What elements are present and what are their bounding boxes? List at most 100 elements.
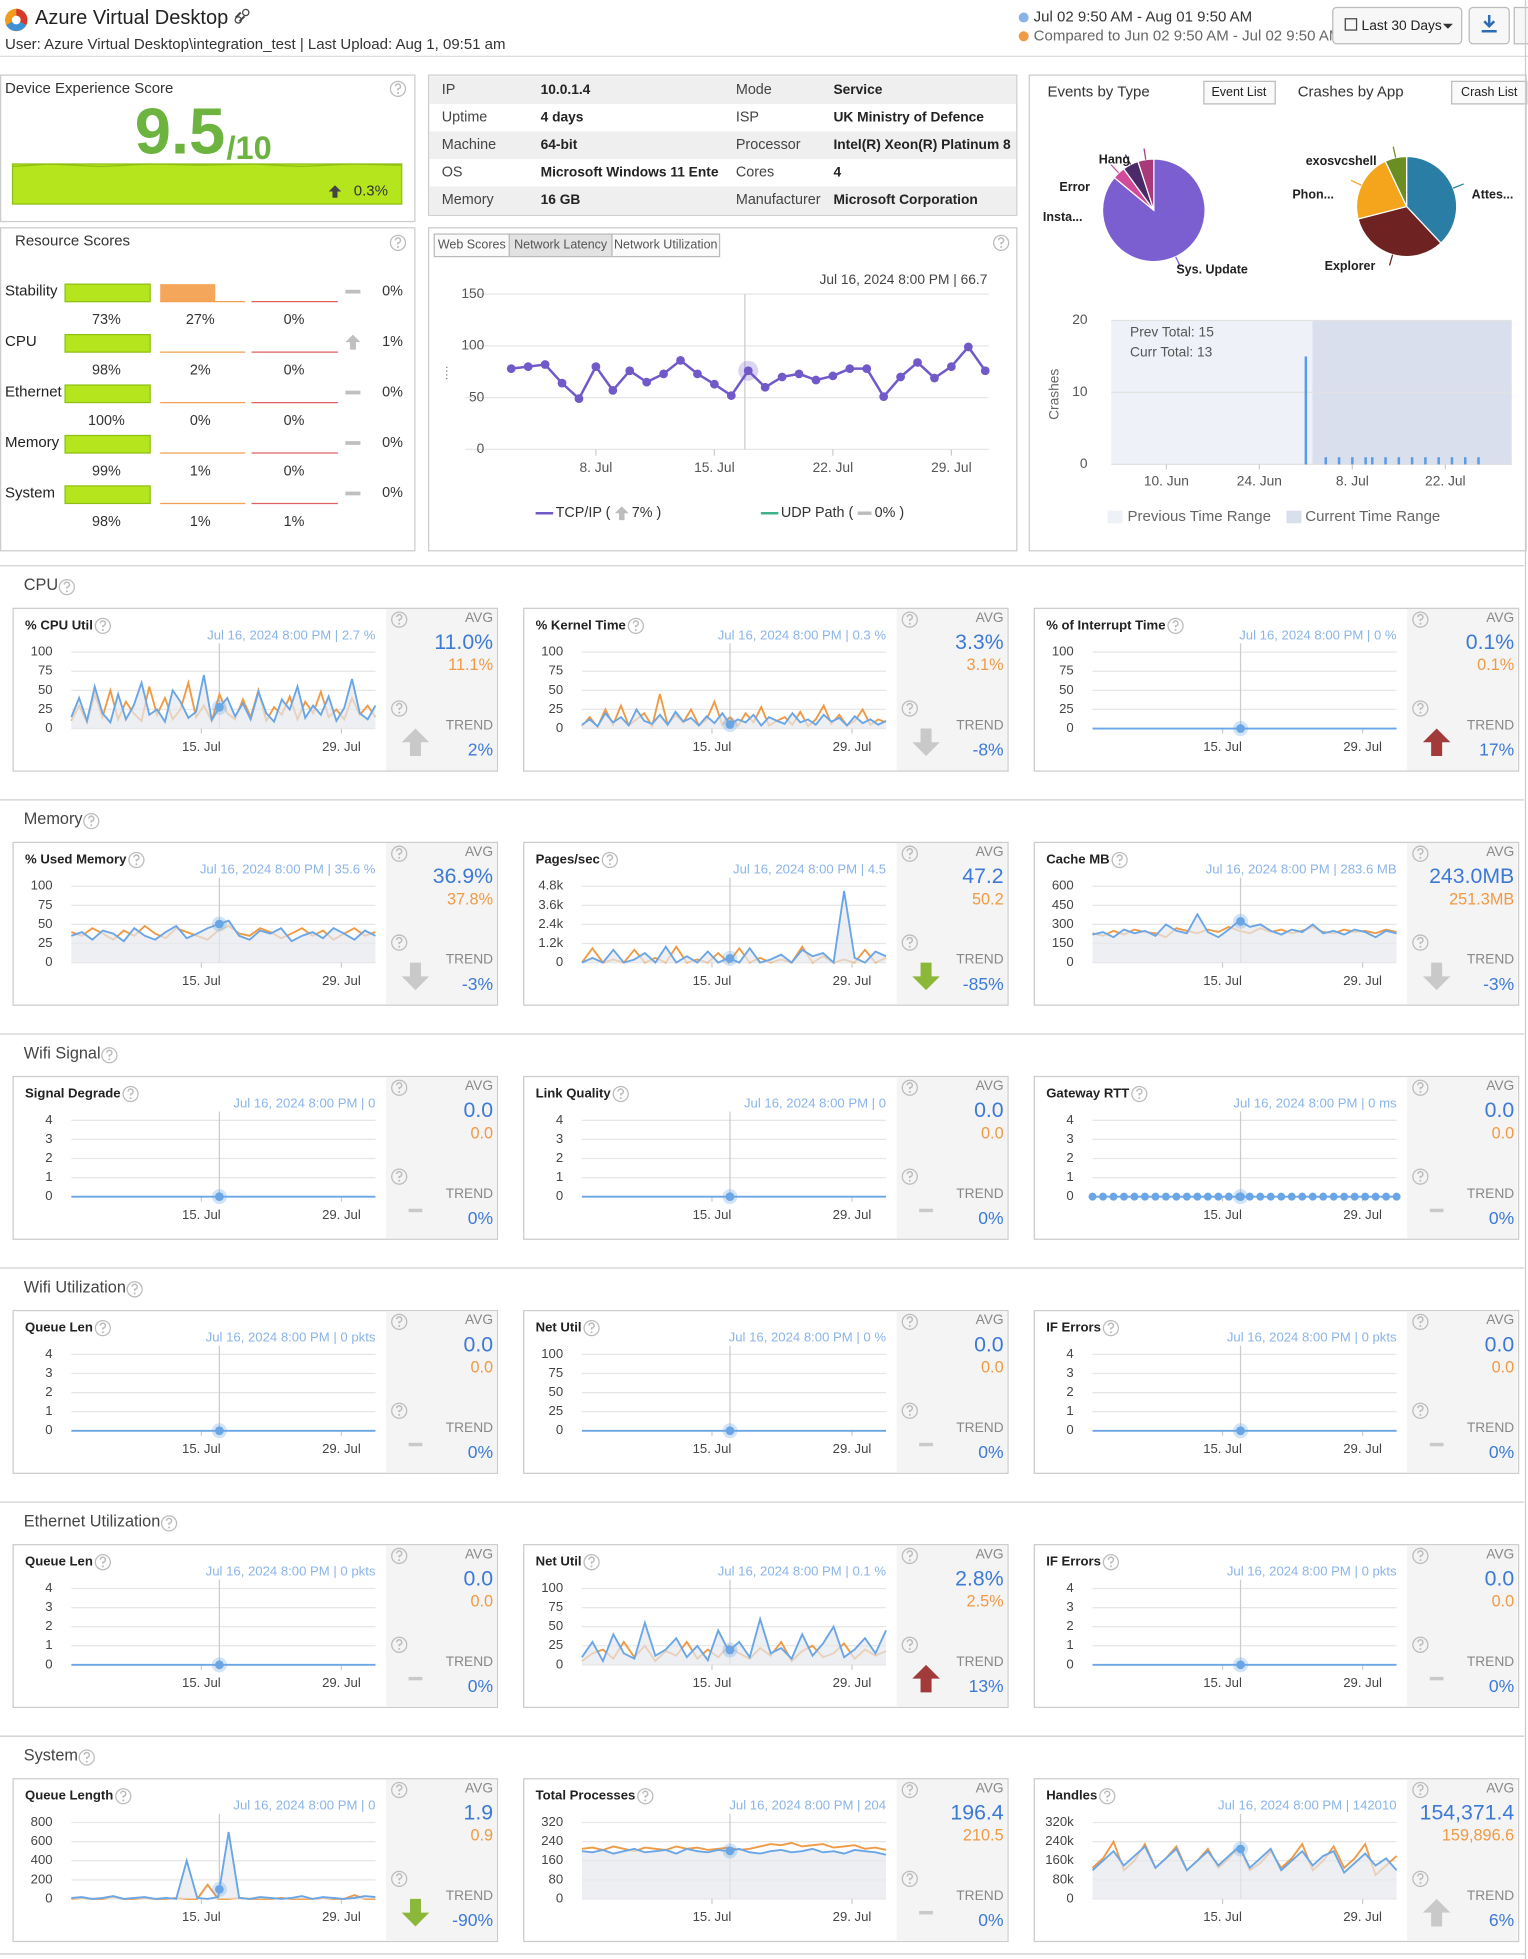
help-icon[interactable] bbox=[94, 617, 111, 635]
bar bbox=[1397, 457, 1401, 465]
help-icon[interactable] bbox=[1412, 845, 1429, 862]
help-icon[interactable] bbox=[901, 1168, 918, 1185]
crash-list-button[interactable] bbox=[1451, 80, 1528, 105]
help-icon[interactable] bbox=[391, 1781, 408, 1799]
y-tick-label: 3 bbox=[556, 1131, 563, 1146]
help-icon[interactable] bbox=[901, 934, 918, 951]
help-icon[interactable] bbox=[1412, 1636, 1429, 1653]
help-icon[interactable] bbox=[1102, 1554, 1120, 1571]
cursor-dot bbox=[725, 1426, 735, 1436]
cursor-dot bbox=[1236, 724, 1245, 733]
help-icon[interactable] bbox=[1412, 1079, 1429, 1096]
label: 100% bbox=[88, 413, 125, 429]
help-icon[interactable] bbox=[901, 700, 918, 717]
help-icon[interactable] bbox=[391, 845, 408, 862]
help-icon[interactable] bbox=[901, 1781, 918, 1799]
help-glyph bbox=[395, 847, 403, 856]
period-button[interactable] bbox=[1332, 6, 1463, 45]
help-icon[interactable] bbox=[901, 1636, 918, 1653]
help-icon[interactable] bbox=[1131, 1085, 1148, 1103]
help-icon[interactable] bbox=[391, 1079, 408, 1096]
help-icon[interactable] bbox=[94, 1319, 111, 1337]
help-icon[interactable] bbox=[389, 80, 407, 98]
help-icon[interactable] bbox=[901, 1870, 918, 1888]
help-icon[interactable] bbox=[637, 1788, 654, 1805]
help-glyph bbox=[395, 1873, 403, 1881]
help-glyph bbox=[906, 1784, 914, 1792]
help-icon[interactable] bbox=[901, 1313, 918, 1330]
help-icon[interactable] bbox=[901, 1079, 918, 1096]
help-dot bbox=[398, 1793, 401, 1796]
help-glyph bbox=[395, 1784, 403, 1792]
y-tick-label: 4 bbox=[556, 1112, 563, 1127]
y-tick-label: 400 bbox=[31, 1852, 53, 1867]
help-icon[interactable] bbox=[58, 578, 76, 596]
help-icon[interactable] bbox=[901, 611, 918, 628]
help-icon[interactable] bbox=[391, 934, 408, 951]
help-icon[interactable] bbox=[1412, 1402, 1429, 1419]
help-icon[interactable] bbox=[1102, 1319, 1120, 1337]
extra-button[interactable] bbox=[1513, 6, 1528, 45]
help-icon[interactable] bbox=[627, 617, 644, 635]
help-icon[interactable] bbox=[391, 1313, 408, 1330]
help-icon[interactable] bbox=[94, 1554, 111, 1571]
help-icon[interactable] bbox=[391, 700, 408, 717]
bar bbox=[1410, 457, 1414, 465]
help-icon[interactable] bbox=[601, 851, 618, 869]
help-icon[interactable] bbox=[1412, 700, 1429, 717]
help-icon[interactable] bbox=[391, 1870, 408, 1888]
help-icon[interactable] bbox=[78, 1749, 95, 1766]
trend-label: TREND bbox=[446, 1888, 493, 1903]
help-icon[interactable] bbox=[101, 1047, 118, 1064]
y-tick-label: 0 bbox=[45, 720, 52, 735]
help-icon[interactable] bbox=[901, 1402, 918, 1419]
metric-side bbox=[1407, 1311, 1518, 1473]
help-icon[interactable] bbox=[115, 1788, 132, 1805]
tooltip: Jul 16, 2024 8:00 PM | 0 % bbox=[729, 1330, 887, 1345]
help-icon[interactable] bbox=[391, 1547, 408, 1565]
help-icon[interactable] bbox=[391, 1402, 408, 1419]
metric-title: Net Util bbox=[536, 1320, 582, 1335]
y-tick-label: 50 bbox=[38, 682, 53, 697]
help-icon[interactable] bbox=[583, 1554, 600, 1571]
help-icon[interactable] bbox=[993, 234, 1010, 251]
help-icon[interactable] bbox=[391, 1636, 408, 1653]
help-icon[interactable] bbox=[1412, 1781, 1429, 1799]
cursor-dot bbox=[214, 1192, 224, 1202]
point bbox=[743, 366, 753, 376]
help-icon[interactable] bbox=[1412, 611, 1429, 628]
note: Curr Total: 13 bbox=[1130, 345, 1213, 360]
help-icon[interactable] bbox=[122, 1085, 139, 1103]
help-icon[interactable] bbox=[1167, 617, 1184, 635]
help-icon[interactable] bbox=[1412, 1547, 1429, 1565]
avg-label: AVG bbox=[1486, 1312, 1514, 1327]
point bbox=[506, 364, 516, 374]
legend-label: Current Time Range bbox=[1305, 508, 1440, 525]
help-dot bbox=[590, 1331, 593, 1334]
help-icon[interactable] bbox=[391, 611, 408, 628]
help-icon[interactable] bbox=[901, 1547, 918, 1565]
help-icon[interactable] bbox=[1111, 851, 1128, 869]
help-icon[interactable] bbox=[128, 851, 145, 869]
event-list-button[interactable] bbox=[1203, 80, 1276, 105]
help-icon[interactable] bbox=[391, 1168, 408, 1185]
help-icon[interactable] bbox=[1412, 1870, 1429, 1888]
help-icon[interactable] bbox=[901, 845, 918, 862]
label: 99% bbox=[92, 464, 121, 480]
point bbox=[625, 366, 635, 376]
help-icon[interactable] bbox=[160, 1515, 178, 1532]
prev-value: 0.0 bbox=[470, 1358, 493, 1376]
help-icon[interactable] bbox=[1412, 1168, 1429, 1185]
help-icon[interactable] bbox=[126, 1281, 143, 1298]
tooltip: Jul 16, 2024 8:00 PM | 142010 bbox=[1218, 1798, 1397, 1813]
tab[interactable] bbox=[611, 233, 721, 258]
help-icon[interactable] bbox=[583, 1319, 600, 1337]
help-icon[interactable] bbox=[1412, 1313, 1429, 1330]
help-icon[interactable] bbox=[612, 1085, 629, 1103]
y-tick-label: 100 bbox=[461, 338, 484, 353]
help-icon[interactable] bbox=[1099, 1788, 1116, 1805]
prev-value: 159,896.6 bbox=[1442, 1827, 1514, 1845]
help-icon[interactable] bbox=[83, 813, 100, 830]
help-icon[interactable] bbox=[1412, 934, 1429, 951]
help-icon[interactable] bbox=[389, 234, 407, 251]
